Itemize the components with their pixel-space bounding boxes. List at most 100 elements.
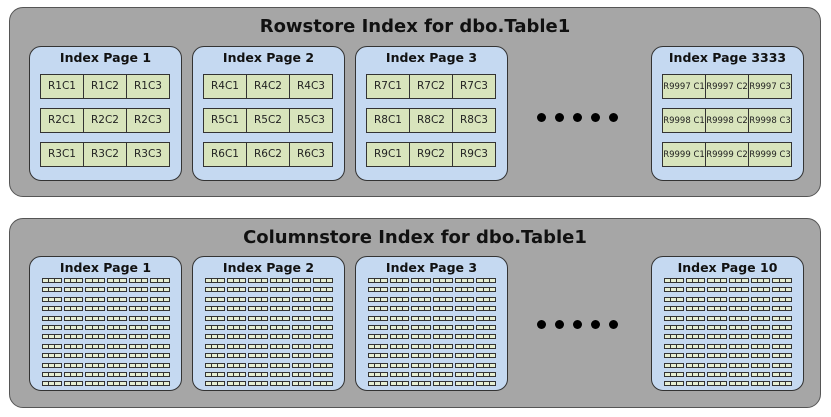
segment-cell [212, 373, 219, 376]
segment [248, 343, 269, 349]
segment [433, 306, 453, 312]
segment-cell [55, 335, 61, 339]
data-cell: R3C1 [41, 143, 84, 166]
segment-cell [757, 316, 765, 320]
segment-cell [233, 363, 241, 367]
segment-cell [461, 363, 469, 367]
segment [205, 325, 225, 330]
segment-cell [468, 288, 474, 292]
segment-cell [151, 297, 158, 301]
segment-cell [461, 326, 469, 329]
segment [772, 343, 793, 349]
page-title: Index Page 10 [677, 260, 778, 275]
segment-cell [418, 288, 425, 292]
segment-cell [227, 354, 234, 358]
segment [205, 306, 225, 312]
data-cell: R4C2 [247, 75, 290, 98]
data-cell: R9999 C1 [663, 143, 706, 166]
segment-cell [249, 354, 256, 358]
ellipsis-dots [537, 320, 618, 329]
segment-cell [114, 288, 121, 292]
segment-cell [135, 373, 143, 376]
segment-cell [120, 382, 126, 386]
segment-cell [714, 297, 721, 301]
segment-cell [218, 326, 224, 329]
segment-cell [677, 297, 683, 301]
data-cell: R7C2 [410, 75, 453, 98]
segment-cell [390, 382, 397, 386]
segment-cell [108, 288, 115, 292]
compressed-row [664, 287, 793, 293]
segment [205, 381, 225, 387]
data-row: R1C1 R1C2 R1C3 [40, 74, 170, 99]
segment-cell [271, 344, 278, 348]
segment [685, 315, 706, 321]
data-row: R6C1 R6C2 R6C3 [203, 142, 333, 167]
segment-cell [412, 373, 419, 376]
segment-cell [751, 316, 758, 320]
segment-cell [708, 316, 715, 320]
segment-cell [212, 344, 219, 348]
segment-cell [77, 344, 83, 348]
segment [772, 278, 793, 283]
segment [476, 334, 497, 340]
segment-cell [477, 335, 484, 339]
segment [772, 353, 793, 359]
segment-cell [292, 307, 299, 311]
segment-cell [418, 382, 425, 386]
segment-cell [206, 326, 213, 329]
segment [685, 287, 706, 293]
compressed-row [205, 334, 334, 340]
segment-cell [129, 335, 136, 339]
segment [664, 306, 684, 312]
compressed-row [205, 315, 334, 321]
segment-cell [49, 363, 56, 367]
segment [85, 353, 106, 359]
segment [63, 381, 84, 387]
segment-cell [261, 373, 267, 376]
segment-cell [461, 297, 469, 301]
segment-cell [135, 326, 143, 329]
segment-cell [135, 307, 143, 311]
segment [313, 372, 334, 377]
segment-cell [49, 279, 56, 282]
compressed-row [368, 381, 497, 387]
segment [772, 334, 793, 340]
segment-cell [418, 307, 425, 311]
segment-cell [55, 326, 61, 329]
segment-cell [489, 335, 496, 339]
segment-cell [440, 297, 447, 301]
segment-cell [440, 335, 447, 339]
segment-cell [742, 354, 748, 358]
segment-cell [206, 335, 213, 339]
segment [313, 381, 334, 387]
segment-cell [249, 373, 256, 376]
segment [63, 325, 84, 330]
segment-cell [468, 326, 474, 329]
segment [291, 315, 312, 321]
segment-cell [699, 335, 705, 339]
segment-cell [142, 344, 148, 348]
segment-cell [163, 288, 170, 292]
segment-cell [218, 373, 224, 376]
segment-cell [381, 288, 387, 292]
segment-cell [455, 288, 462, 292]
segment-cell [120, 288, 126, 292]
segment [368, 372, 388, 377]
segment [685, 372, 706, 377]
segment [63, 343, 84, 349]
compressed-row [205, 296, 334, 302]
segment-cell [434, 326, 441, 329]
segment [685, 334, 706, 340]
segment-cell [736, 335, 743, 339]
segment-cell [785, 297, 792, 301]
segment [128, 372, 149, 377]
segment-cell [163, 363, 170, 367]
segment-cell [298, 354, 306, 358]
segment-cell [314, 307, 321, 311]
segment-cell [751, 354, 758, 358]
segment-cell [665, 382, 672, 386]
segment-cell [64, 382, 71, 386]
segment-cell [369, 279, 376, 282]
segment-cell [298, 344, 306, 348]
